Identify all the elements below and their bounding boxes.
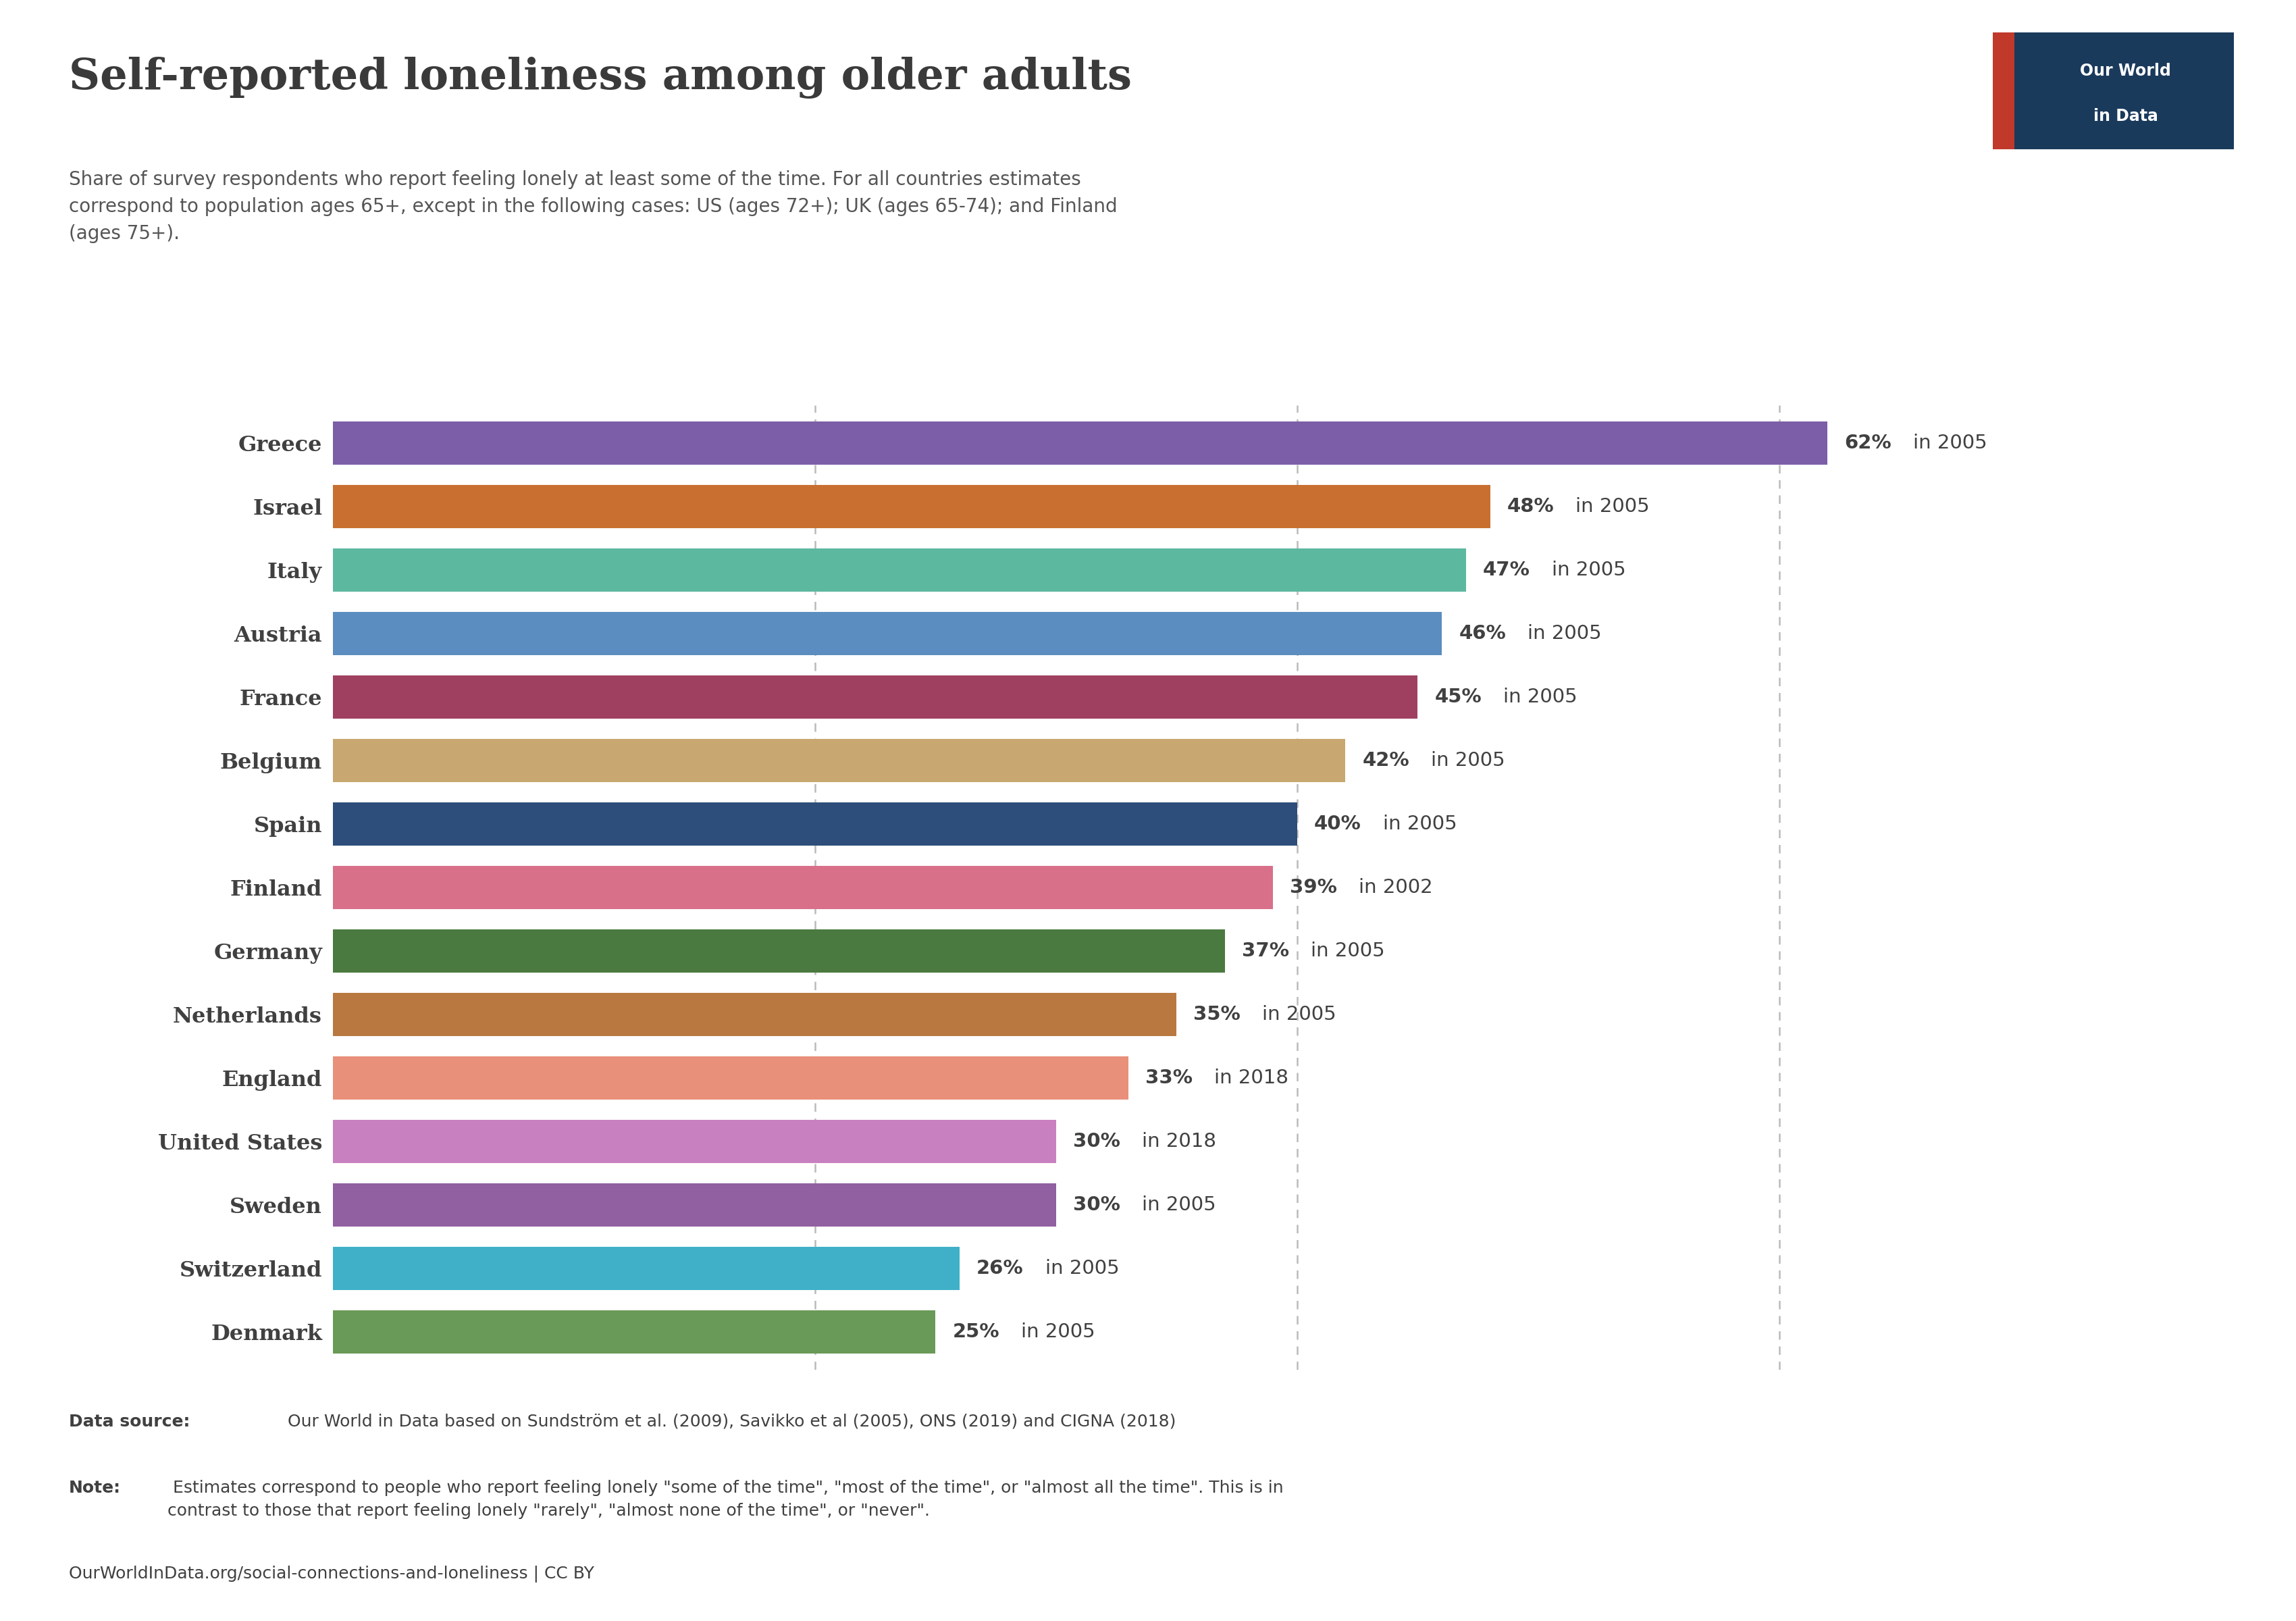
FancyBboxPatch shape xyxy=(1993,32,2014,149)
FancyBboxPatch shape xyxy=(1993,32,2234,149)
Text: in 2005: in 2005 xyxy=(1527,624,1603,644)
Text: Estimates correspond to people who report feeling lonely "some of the time", "mo: Estimates correspond to people who repor… xyxy=(168,1480,1283,1519)
Text: in 2005: in 2005 xyxy=(1382,815,1458,833)
Bar xyxy=(333,1057,1127,1099)
Text: 40%: 40% xyxy=(1313,815,1362,833)
Text: 30%: 30% xyxy=(1072,1131,1120,1151)
Bar xyxy=(333,1247,960,1290)
Text: Data source:: Data source: xyxy=(69,1414,191,1430)
Text: Note:: Note: xyxy=(69,1480,122,1496)
Bar xyxy=(333,548,1465,592)
Text: 30%: 30% xyxy=(1072,1195,1120,1214)
Text: in Data: in Data xyxy=(2094,109,2158,125)
Bar xyxy=(333,1183,1056,1227)
Text: 45%: 45% xyxy=(1435,687,1481,707)
Text: 42%: 42% xyxy=(1362,751,1410,770)
Text: 48%: 48% xyxy=(1506,498,1554,515)
Text: Self-reported loneliness among older adults: Self-reported loneliness among older adu… xyxy=(69,57,1132,99)
Bar xyxy=(333,866,1272,909)
Text: 62%: 62% xyxy=(1844,434,1892,452)
Text: in 2005: in 2005 xyxy=(1504,687,1577,707)
Text: in 2005: in 2005 xyxy=(1045,1260,1120,1277)
Bar xyxy=(333,613,1442,655)
Text: in 2005: in 2005 xyxy=(1311,942,1384,960)
Text: Our World: Our World xyxy=(2080,63,2172,79)
Text: in 2005: in 2005 xyxy=(1022,1323,1095,1341)
Bar xyxy=(333,1120,1056,1162)
Text: in 2005: in 2005 xyxy=(1141,1195,1217,1214)
Text: 35%: 35% xyxy=(1194,1005,1240,1024)
Text: OurWorldInData.org/social-connections-and-loneliness | CC BY: OurWorldInData.org/social-connections-an… xyxy=(69,1566,595,1582)
Text: 46%: 46% xyxy=(1458,624,1506,644)
Bar xyxy=(333,676,1417,718)
Bar xyxy=(333,739,1345,783)
Text: in 2005: in 2005 xyxy=(1575,498,1651,515)
Text: 39%: 39% xyxy=(1290,879,1336,896)
Bar xyxy=(333,1310,934,1354)
Text: Our World in Data based on Sundström et al. (2009), Savikko et al (2005), ONS (2: Our World in Data based on Sundström et … xyxy=(282,1414,1176,1430)
Text: in 2005: in 2005 xyxy=(1430,751,1506,770)
Text: 26%: 26% xyxy=(976,1260,1024,1277)
Text: 33%: 33% xyxy=(1146,1068,1192,1088)
Text: in 2005: in 2005 xyxy=(1263,1005,1336,1024)
Text: in 2005: in 2005 xyxy=(1913,434,1988,452)
Text: in 2018: in 2018 xyxy=(1141,1131,1217,1151)
Text: Share of survey respondents who report feeling lonely at least some of the time.: Share of survey respondents who report f… xyxy=(69,170,1118,243)
Bar xyxy=(333,929,1224,973)
Text: 47%: 47% xyxy=(1483,561,1529,580)
Bar xyxy=(333,992,1176,1036)
Bar xyxy=(333,485,1490,528)
Text: in 2005: in 2005 xyxy=(1552,561,1626,580)
Text: 37%: 37% xyxy=(1242,942,1288,960)
Text: in 2002: in 2002 xyxy=(1359,879,1433,896)
Bar xyxy=(333,421,1828,465)
Bar xyxy=(333,802,1297,846)
Text: in 2018: in 2018 xyxy=(1215,1068,1288,1088)
Text: 25%: 25% xyxy=(953,1323,999,1341)
